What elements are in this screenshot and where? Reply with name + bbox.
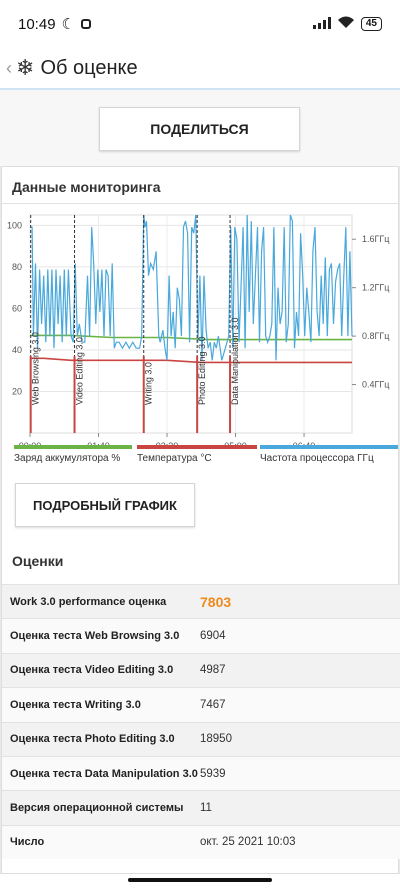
scores-table: Work 3.0 performance оценка 7803 Оценка те… — [2, 584, 400, 860]
score-row: Число окт. 25 2021 10:03 — [2, 824, 400, 860]
legend-label: Заряд аккумулятора % — [14, 453, 121, 464]
monitoring-card: Данные мониторинга 20 40 60 80 100 0.4ГГц 0.8Г… — [1, 166, 400, 874]
score-label: Оценка теста Photo Editing 3.0 — [10, 733, 175, 746]
y-right-tick-label: 0.8ГГц — [362, 331, 389, 341]
series-line — [30, 357, 352, 364]
legend-swatch — [137, 445, 257, 449]
test-marker-label: Photo Editing 3.0 — [197, 336, 207, 405]
status-bar: 10:49 ☾ 45 — [0, 0, 400, 48]
score-label: Число — [10, 836, 45, 849]
y-left-tick-label: 20 — [12, 386, 22, 396]
score-label: Оценка теста Video Editing 3.0 — [10, 664, 174, 677]
score-value: 11 — [200, 802, 212, 815]
y-right-tick-label: 0.4ГГц — [362, 380, 389, 390]
test-marker-label: Video Editing 3.0 — [75, 337, 85, 405]
monitoring-chart: 204060801000.4ГГц0.8ГГц1.2ГГц1.6ГГц00:00… — [7, 214, 389, 451]
y-left-tick-label: 40 — [12, 345, 22, 355]
share-button[interactable]: ПОДЕЛИТЬСЯ — [99, 107, 300, 151]
score-value: 7467 — [200, 698, 226, 711]
legend-item: Заряд аккумулятора % — [14, 445, 132, 471]
test-marker-label: Writing 3.0 — [144, 362, 154, 405]
monitoring-title: Данные мониторинга — [2, 167, 398, 204]
legend-item: Температура °C — [137, 445, 257, 471]
score-value: окт. 25 2021 10:03 — [200, 836, 296, 849]
navigation-bar — [0, 874, 400, 889]
moon-icon: ☾ — [61, 16, 75, 33]
score-label: Work 3.0 performance оценка — [10, 595, 167, 608]
score-value: 4987 — [200, 664, 226, 677]
detailed-chart-button[interactable]: ПОДРОБНЫЙ ГРАФИК — [15, 483, 195, 527]
score-value: 5939 — [200, 767, 226, 780]
score-row: Work 3.0 performance оценка 7803 — [2, 584, 400, 619]
notification-icon — [81, 19, 91, 29]
snowflake-icon: ❄ — [16, 55, 35, 80]
status-time: 10:49 — [18, 15, 56, 33]
score-row: Оценка теста Web Browsing 3.0 6904 — [2, 618, 400, 653]
score-label: Оценка теста Writing 3.0 — [10, 698, 141, 711]
wifi-icon — [337, 16, 355, 33]
test-marker-label: Web Browsing 3.0 — [31, 332, 41, 405]
legend-label: Температура °C — [137, 453, 212, 464]
y-left-tick-label: 80 — [12, 262, 22, 272]
score-row: Оценка теста Data Manipulation 3.0 5939 — [2, 755, 400, 791]
legend-swatch — [260, 445, 398, 449]
signal-icon — [312, 16, 331, 33]
score-row: Оценка теста Video Editing 3.0 4987 — [2, 652, 400, 688]
test-marker-label: Data Manipulation 3.0 — [230, 317, 240, 405]
legend-item: Частота процессора ГГц — [260, 445, 398, 471]
series-line — [30, 214, 353, 361]
score-value: 7803 — [200, 593, 232, 610]
content-area: ПОДЕЛИТЬСЯ Данные мониторинга 20 40 60 80 10… — [0, 88, 400, 874]
battery-indicator: 45 — [360, 17, 382, 31]
y-right-tick-label: 1.2ГГц — [362, 283, 389, 293]
y-left-tick-label: 60 — [12, 303, 22, 313]
y-right-tick-label: 1.6ГГц — [362, 234, 389, 244]
home-indicator[interactable] — [128, 878, 272, 882]
score-value: 6904 — [200, 630, 226, 643]
scores-title: Оценки — [12, 553, 64, 569]
score-row: Оценка теста Writing 3.0 7467 — [2, 687, 400, 722]
score-row: Оценка теста Photo Editing 3.0 18950 — [2, 721, 400, 756]
y-left-tick-label: 100 — [7, 220, 22, 230]
score-value: 18950 — [200, 733, 232, 746]
page-title: Об оценке — [40, 56, 138, 79]
score-label: Оценка теста Web Browsing 3.0 — [10, 630, 180, 643]
chevron-left-icon[interactable]: ‹ — [6, 57, 12, 78]
app-bar: ‹ ❄ Об оценке — [0, 48, 400, 88]
legend-swatch — [14, 445, 132, 449]
share-section: ПОДЕЛИТЬСЯ — [0, 90, 400, 166]
score-label: Оценка теста Data Manipulation 3.0 — [10, 767, 198, 780]
chart-legend: Заряд аккумулятора % Температура °C Частот… — [2, 445, 400, 475]
legend-label: Частота процессора ГГц — [260, 453, 374, 464]
score-label: Версия операционной системы — [10, 802, 184, 815]
score-row: Версия операционной системы 11 — [2, 790, 400, 825]
